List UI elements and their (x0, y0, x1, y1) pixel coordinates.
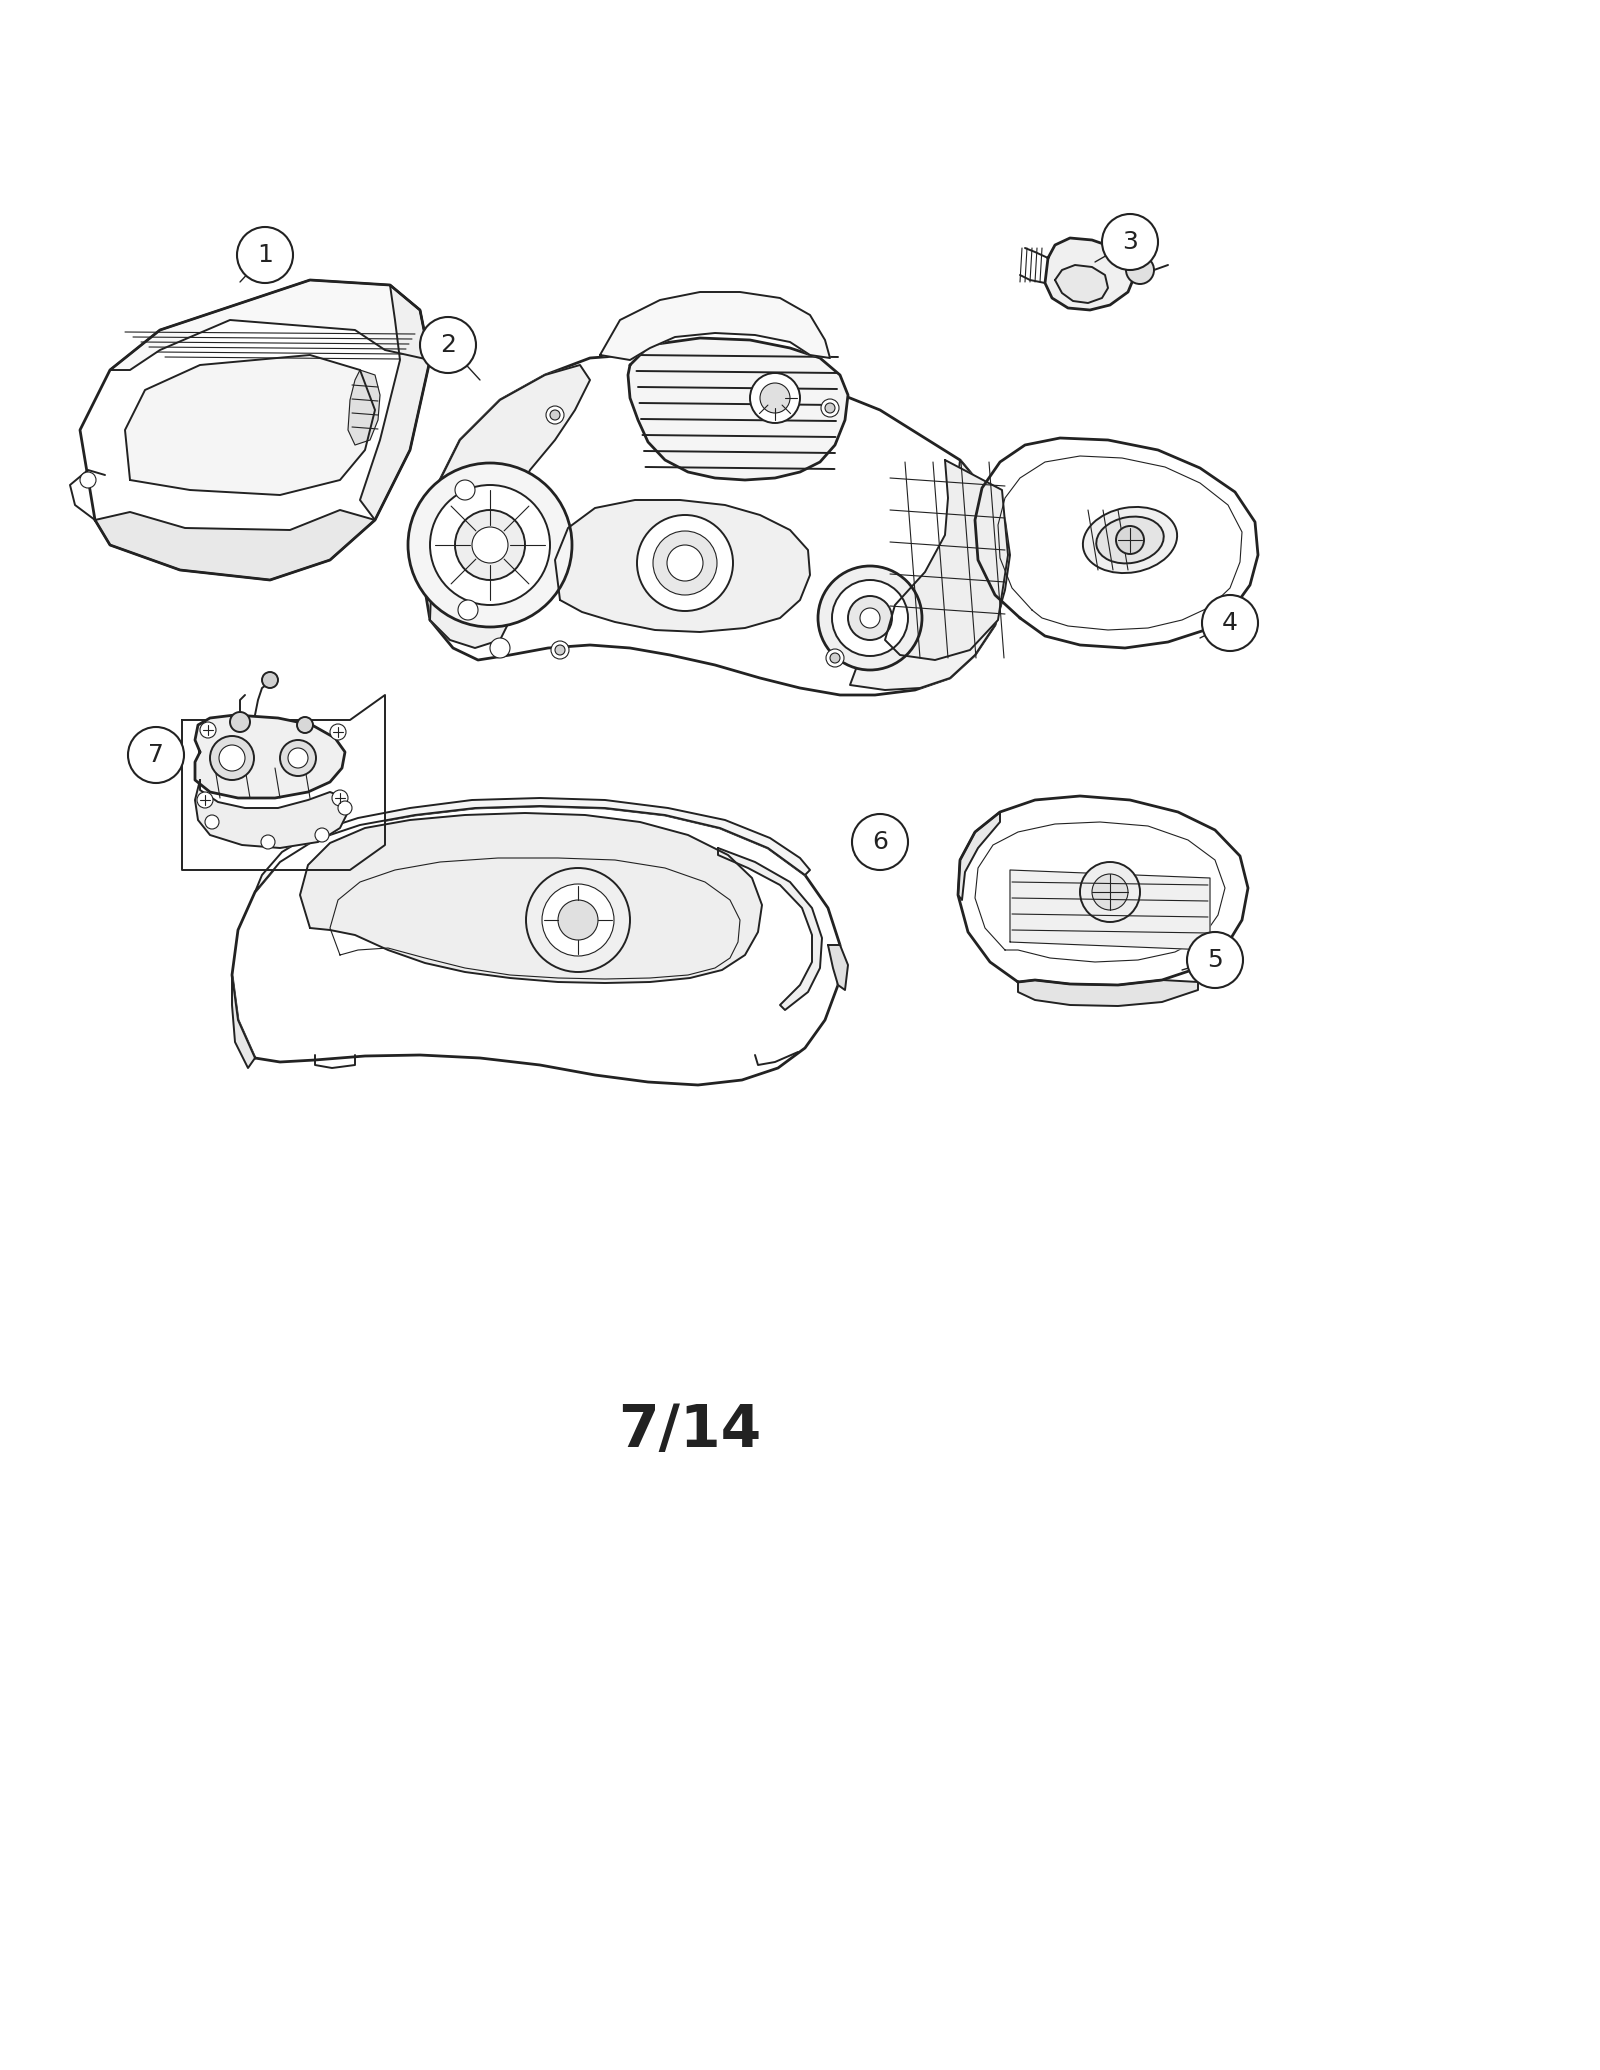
Circle shape (555, 646, 565, 654)
Circle shape (550, 642, 570, 658)
Circle shape (667, 544, 702, 582)
Circle shape (526, 867, 630, 973)
Polygon shape (1018, 979, 1198, 1006)
Text: 6: 6 (872, 830, 888, 855)
Polygon shape (850, 460, 1010, 689)
Circle shape (760, 383, 790, 414)
Polygon shape (232, 975, 254, 1068)
Circle shape (315, 828, 330, 842)
Polygon shape (254, 799, 810, 892)
Circle shape (338, 801, 352, 816)
Circle shape (1187, 932, 1243, 987)
Polygon shape (974, 439, 1258, 648)
Circle shape (288, 747, 307, 768)
Polygon shape (80, 279, 430, 580)
Circle shape (298, 716, 314, 733)
Ellipse shape (1096, 518, 1163, 563)
Circle shape (80, 472, 96, 489)
Polygon shape (1010, 869, 1210, 950)
Circle shape (750, 373, 800, 422)
Circle shape (542, 884, 614, 956)
Circle shape (230, 712, 250, 733)
Circle shape (1080, 861, 1139, 921)
Circle shape (1102, 213, 1158, 269)
Circle shape (237, 228, 293, 284)
Polygon shape (430, 364, 590, 648)
Circle shape (490, 638, 510, 658)
Polygon shape (232, 805, 840, 1085)
Polygon shape (182, 696, 386, 869)
Circle shape (830, 652, 840, 662)
Circle shape (550, 410, 560, 420)
Circle shape (826, 404, 835, 414)
Circle shape (205, 816, 219, 828)
Polygon shape (958, 811, 1000, 900)
Circle shape (333, 791, 349, 805)
Circle shape (454, 509, 525, 580)
Polygon shape (1054, 265, 1107, 302)
Circle shape (832, 580, 909, 656)
Polygon shape (1045, 238, 1134, 310)
Circle shape (558, 900, 598, 940)
Text: 7/14: 7/14 (618, 1401, 762, 1459)
Circle shape (408, 464, 573, 627)
Ellipse shape (1083, 507, 1178, 573)
Text: 7: 7 (149, 743, 163, 768)
Polygon shape (110, 279, 430, 371)
Circle shape (653, 532, 717, 594)
Polygon shape (349, 371, 381, 445)
Polygon shape (360, 286, 430, 520)
Circle shape (430, 484, 550, 604)
Circle shape (1117, 526, 1144, 555)
Text: 5: 5 (1206, 948, 1222, 973)
Polygon shape (627, 337, 848, 480)
Text: 4: 4 (1222, 611, 1238, 635)
Circle shape (861, 609, 880, 627)
Polygon shape (555, 501, 810, 631)
Circle shape (419, 317, 477, 373)
Polygon shape (958, 797, 1248, 985)
Circle shape (219, 745, 245, 770)
Polygon shape (718, 849, 822, 1010)
Circle shape (200, 722, 216, 739)
Circle shape (262, 673, 278, 687)
Circle shape (197, 793, 213, 807)
Polygon shape (419, 354, 1010, 696)
Circle shape (818, 565, 922, 671)
Circle shape (851, 814, 909, 869)
Circle shape (210, 737, 254, 780)
Polygon shape (829, 946, 848, 989)
Circle shape (546, 406, 563, 424)
Text: 3: 3 (1122, 230, 1138, 255)
Circle shape (821, 400, 838, 416)
Circle shape (280, 739, 317, 776)
Text: 2: 2 (440, 333, 456, 356)
Polygon shape (125, 354, 374, 495)
Polygon shape (600, 292, 830, 360)
Circle shape (1126, 257, 1154, 284)
Circle shape (458, 600, 478, 621)
Circle shape (330, 724, 346, 739)
Circle shape (454, 480, 475, 501)
Circle shape (848, 596, 893, 640)
Polygon shape (195, 780, 349, 849)
Circle shape (128, 727, 184, 782)
Circle shape (1202, 594, 1258, 650)
Circle shape (1091, 874, 1128, 911)
Circle shape (472, 528, 509, 563)
Circle shape (826, 650, 845, 667)
Polygon shape (195, 714, 346, 799)
Polygon shape (885, 460, 1008, 660)
Polygon shape (94, 509, 374, 580)
Circle shape (637, 515, 733, 611)
Polygon shape (301, 814, 762, 983)
Circle shape (261, 834, 275, 849)
Text: 1: 1 (258, 242, 274, 267)
